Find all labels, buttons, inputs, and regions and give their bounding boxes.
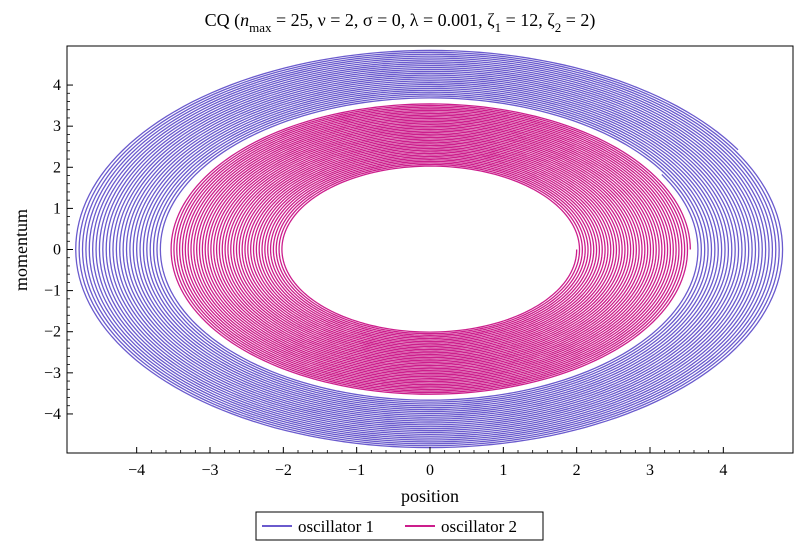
x-tick-label: 4 [719, 462, 727, 479]
x-tick-label: 0 [426, 462, 434, 479]
x-tick-label: 2 [573, 462, 581, 479]
series-line-oscillator-2 [170, 103, 691, 395]
x-tick-label: −1 [348, 462, 365, 479]
x-tick-label: −3 [201, 462, 218, 479]
y-tick-label: −3 [44, 365, 61, 382]
x-tick-label: 1 [499, 462, 507, 479]
series-line-oscillator-1 [75, 49, 784, 449]
series-layer [75, 49, 784, 449]
x-axis-label: position [401, 486, 459, 506]
chart-title: CQ (nmax = 25, ν = 2, σ = 0, λ = 0.001, … [205, 10, 596, 35]
tick-layer: −4 −3 −2 −1 0 1 2 3 4 −4 −3 −2 −1 0 1 2 3 4 [44, 77, 727, 479]
legend-box [255, 511, 544, 541]
legend-label-oscillator-2: oscillator 2 [441, 517, 517, 536]
legend: oscillator 1 oscillator 2 [255, 511, 544, 541]
x-tick-label: −2 [275, 462, 292, 479]
y-tick-label: 1 [53, 200, 61, 217]
y-tick-label: −4 [44, 406, 61, 423]
y-tick-label: 4 [53, 77, 61, 94]
y-tick-label: −1 [44, 283, 61, 300]
x-tick-label: 3 [646, 462, 654, 479]
y-axis-label: momentum [11, 209, 31, 291]
y-tick-label: 3 [53, 118, 61, 135]
y-tick-label: 0 [53, 242, 61, 259]
y-tick-label: 2 [53, 159, 61, 176]
legend-label-oscillator-1: oscillator 1 [298, 517, 374, 536]
x-tick-label: −4 [128, 462, 145, 479]
y-tick-label: −2 [44, 324, 61, 341]
